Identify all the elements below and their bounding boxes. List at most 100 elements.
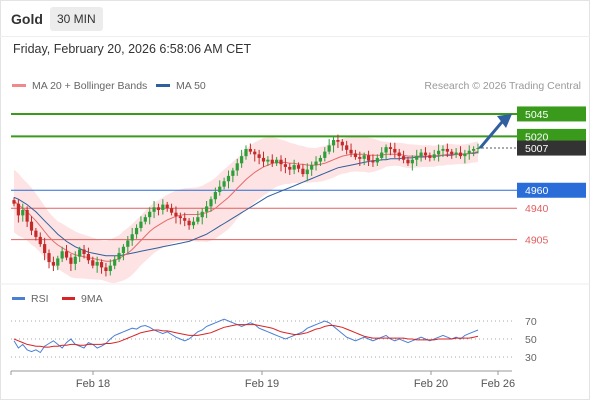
candle-body [371,160,375,163]
candle-body [152,207,156,212]
candle-body [375,157,379,163]
candle-body [253,151,257,155]
candle-body [235,163,239,171]
candle-body [423,152,428,156]
candle-body [156,207,161,210]
candle-body [209,199,213,207]
candle-body [231,170,235,176]
legend-rsi: RSI [12,293,49,305]
candle-body [178,216,182,219]
candle-body [450,151,454,155]
candle-body [244,148,248,157]
candle-body [283,164,287,167]
candle-body [38,236,42,245]
legend-ma20: MA 20 + Bollinger Bands [12,80,147,92]
candle-body [323,151,327,158]
ma50-line [13,152,479,257]
level-label-support: 4940 [525,203,549,215]
header-divider [0,36,590,37]
candle-body [458,152,463,157]
candle-body [86,253,91,261]
candle-body [213,192,217,200]
candle-body [358,157,362,159]
candle-body [187,220,191,226]
candle-body [261,157,266,162]
candle-body [240,156,244,164]
candle-body [454,152,458,155]
candle-body [29,221,34,231]
candle-body [314,161,318,166]
candle-body [69,257,73,264]
candle-body [174,212,178,217]
candle-body [134,227,139,235]
candle-body [340,141,344,146]
bollinger-band [14,136,478,284]
candle-body [472,148,476,151]
level-tag-pivot [517,182,586,198]
rsi-swatch [12,296,25,300]
candle-body [393,148,397,153]
candle-body [95,262,99,266]
candle-body [432,154,436,158]
candle-body [169,208,174,213]
candle-body [56,258,60,266]
ma50-swatch [156,83,170,87]
candle-body [428,155,432,158]
ma50-label: MA 50 [176,80,206,92]
credit-text: Research © 2026 Trading Central [424,80,581,92]
ma20-swatch [12,83,26,87]
candle-body [51,262,55,266]
candle-body [222,181,226,187]
legend-ma50: MA 50 [156,80,206,92]
candle-body [64,251,69,258]
ma9-swatch [62,296,75,300]
candle-body [305,169,309,175]
candle-body [445,148,449,152]
candle-body [310,165,314,170]
level-tag-current [517,140,586,156]
ma9-label: 9MA [81,293,103,305]
candle-body [191,221,196,226]
candle-body [288,166,292,170]
candle-body [47,253,51,263]
candle-body [43,244,47,254]
candle-body [301,168,305,175]
candle-body [200,211,204,218]
candle-body [183,218,187,221]
candle-body [415,156,419,160]
candle-body [327,145,331,152]
candle-body [25,209,29,222]
candle-body [257,154,261,158]
level-label-pivot: 4960 [525,185,549,197]
candle-body [353,153,358,158]
level-label-current: 5007 [525,143,549,155]
candle-body [401,156,406,160]
timeframe-button[interactable]: 30 MIN [50,7,103,31]
candle-body [248,148,252,152]
candle-body [292,165,296,170]
x-tick-label: Feb 26 [481,378,515,390]
candle-body [143,217,147,222]
x-tick-label: Feb 20 [414,378,448,390]
x-tick-label: Feb 18 [76,378,110,390]
level-label-target: 5020 [525,131,549,143]
candle-body [165,204,169,209]
candle-body [139,221,143,228]
candle-body [397,152,401,157]
candle-body [196,217,200,222]
candle-body [218,186,222,193]
candle-body [406,159,410,164]
candle-body [362,155,366,159]
candle-body [336,139,340,142]
rsi-tick-label: 50 [525,334,537,346]
chart-header: Gold 30 MIN [0,0,590,36]
candle-body [437,150,441,155]
candle-body [380,152,384,158]
candle-body [78,249,82,257]
candle-body [349,149,353,154]
candle-body [121,246,126,254]
candle-body [60,251,64,259]
candle-body [113,259,117,266]
candle-body [73,256,77,264]
